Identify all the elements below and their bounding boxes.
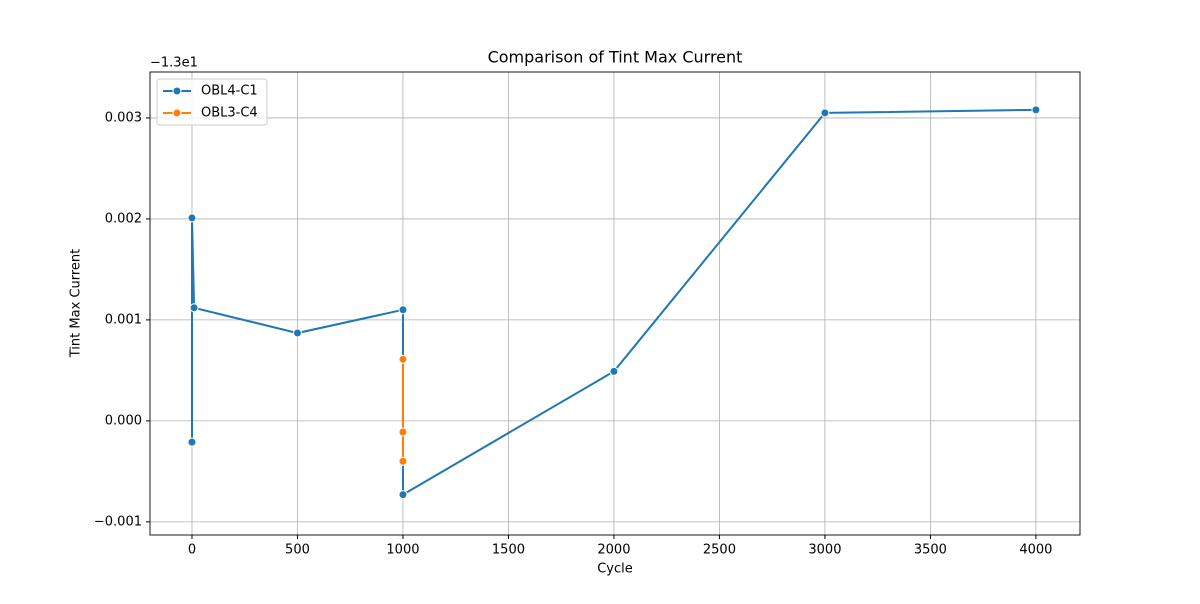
point <box>398 305 408 315</box>
x-tick-label: 3500 <box>914 543 947 558</box>
y-tick-label: 0.001 <box>105 312 142 327</box>
legend-label: OBL4-C1 <box>201 84 258 99</box>
y-tick-label: 0.000 <box>105 413 142 428</box>
point <box>609 366 619 376</box>
legend-label: OBL3-C4 <box>201 106 258 121</box>
point <box>398 354 408 364</box>
point <box>189 303 199 313</box>
chart-title: Comparison of Tint Max Current <box>488 48 743 67</box>
x-tick-label: 500 <box>285 543 310 558</box>
point <box>187 213 197 223</box>
x-tick-label: 2000 <box>597 543 630 558</box>
x-tick-label: 4000 <box>1019 543 1052 558</box>
x-tick-label: 1000 <box>386 543 419 558</box>
legend-marker <box>172 86 182 96</box>
point <box>187 437 197 447</box>
y-tick-label: −0.001 <box>94 514 142 529</box>
x-tick-label: 1500 <box>492 543 525 558</box>
x-axis-label: Cycle <box>597 562 633 577</box>
y-offset-label: −1.3e1 <box>150 56 198 71</box>
point <box>398 427 408 437</box>
y-tick-label: 0.003 <box>105 110 142 125</box>
x-tick-label: 2500 <box>703 543 736 558</box>
point <box>292 328 302 338</box>
x-tick-label: 0 <box>188 543 196 558</box>
y-tick-label: 0.002 <box>105 211 142 226</box>
legend-marker <box>172 108 182 118</box>
point <box>398 490 408 500</box>
point <box>398 456 408 466</box>
point <box>820 108 830 118</box>
point <box>1031 105 1041 115</box>
x-tick-label: 3000 <box>808 543 841 558</box>
plot-frame <box>149 71 1081 536</box>
y-axis-label: Tint Max Current <box>69 249 84 358</box>
